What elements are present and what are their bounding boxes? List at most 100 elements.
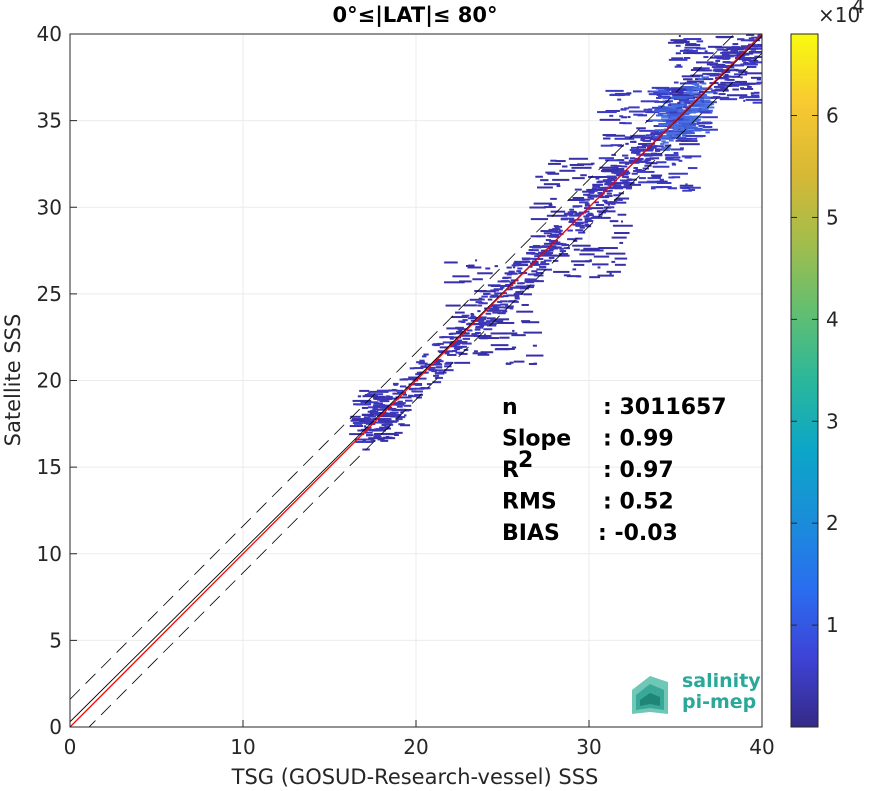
density-cell xyxy=(449,336,462,339)
density-cell xyxy=(480,321,491,324)
density-cell xyxy=(546,234,553,237)
density-cell xyxy=(695,109,713,112)
density-cell xyxy=(571,260,590,263)
density-cell xyxy=(373,402,383,405)
density-cell xyxy=(599,118,621,121)
density-cell xyxy=(664,154,679,157)
density-cell xyxy=(644,164,652,167)
density-cell xyxy=(666,132,673,135)
density-cell xyxy=(481,316,486,319)
density-cell xyxy=(622,122,632,125)
density-cell xyxy=(584,204,591,207)
density-cell xyxy=(398,423,405,426)
density-cell xyxy=(350,415,361,418)
density-cell xyxy=(653,152,662,155)
density-cell xyxy=(646,146,657,149)
density-cell xyxy=(460,334,469,337)
density-cell xyxy=(372,418,391,421)
density-cell xyxy=(534,255,539,258)
density-cell xyxy=(734,52,740,55)
density-cell xyxy=(512,266,516,269)
density-cell xyxy=(395,418,403,421)
density-cell xyxy=(643,108,652,111)
density-cell xyxy=(657,137,676,140)
density-cell xyxy=(395,396,412,399)
density-cell xyxy=(568,157,589,160)
density-cell xyxy=(416,361,425,364)
colorbar-tick-label: 6 xyxy=(826,104,839,128)
density-cell xyxy=(408,394,414,397)
density-cell xyxy=(536,235,542,238)
density-cell xyxy=(584,217,593,220)
density-cell xyxy=(697,92,701,95)
density-cell xyxy=(687,167,698,170)
density-cell xyxy=(619,115,624,118)
density-cell xyxy=(747,85,752,88)
density-cell xyxy=(567,229,573,232)
density-cell xyxy=(391,414,401,417)
density-cell xyxy=(500,280,509,283)
density-cell xyxy=(689,92,699,95)
density-cell xyxy=(572,239,578,242)
density-cell xyxy=(531,270,538,273)
density-cell xyxy=(691,103,696,106)
density-cell xyxy=(374,413,380,416)
density-cell xyxy=(644,159,651,162)
density-cell xyxy=(746,65,757,68)
density-cell xyxy=(675,52,681,55)
density-cell xyxy=(519,287,530,290)
density-cell xyxy=(604,206,615,209)
density-cell xyxy=(445,361,454,364)
density-cell xyxy=(664,91,670,94)
density-cell xyxy=(663,131,669,134)
density-cell xyxy=(519,264,524,267)
density-cell xyxy=(558,253,569,256)
density-cell xyxy=(663,119,677,122)
density-cell xyxy=(543,242,564,245)
density-cell xyxy=(529,249,539,252)
density-cell xyxy=(716,48,724,51)
density-cell xyxy=(675,126,684,129)
x-tick-label: 20 xyxy=(403,735,428,759)
density-cell xyxy=(728,83,736,86)
density-cell xyxy=(680,86,691,89)
density-cell xyxy=(385,418,392,421)
density-cell xyxy=(752,57,757,60)
density-cell xyxy=(544,249,551,252)
density-cell xyxy=(434,361,441,364)
density-cell xyxy=(603,180,612,183)
density-cell xyxy=(582,190,596,193)
density-cell xyxy=(633,151,639,154)
density-cell xyxy=(634,157,644,160)
density-cell xyxy=(753,91,760,94)
density-cell xyxy=(490,289,499,292)
density-cell xyxy=(515,285,531,288)
density-cell xyxy=(691,110,698,113)
density-cell xyxy=(620,220,624,223)
density-cell xyxy=(560,218,569,221)
density-cell xyxy=(677,101,681,104)
x-tick-label: 0 xyxy=(64,735,77,759)
density-cell xyxy=(676,95,684,98)
density-cell xyxy=(379,404,386,407)
density-cell xyxy=(389,397,400,400)
density-cell xyxy=(683,186,701,189)
density-cell xyxy=(648,93,669,96)
density-cell xyxy=(649,133,656,136)
density-cell xyxy=(690,102,700,105)
density-cell xyxy=(502,310,508,313)
y-tick-label: 40 xyxy=(37,22,62,46)
density-cell xyxy=(632,140,637,143)
density-cell xyxy=(690,74,704,77)
density-cell xyxy=(509,361,514,364)
density-cell xyxy=(361,414,375,417)
density-cell xyxy=(687,131,693,134)
density-cell xyxy=(677,110,684,113)
density-cell xyxy=(602,137,611,140)
density-cell xyxy=(754,45,762,48)
density-cell xyxy=(756,78,762,81)
density-cell xyxy=(659,108,677,111)
density-cell xyxy=(478,301,484,304)
density-cell xyxy=(611,187,619,190)
density-cell xyxy=(460,321,466,324)
